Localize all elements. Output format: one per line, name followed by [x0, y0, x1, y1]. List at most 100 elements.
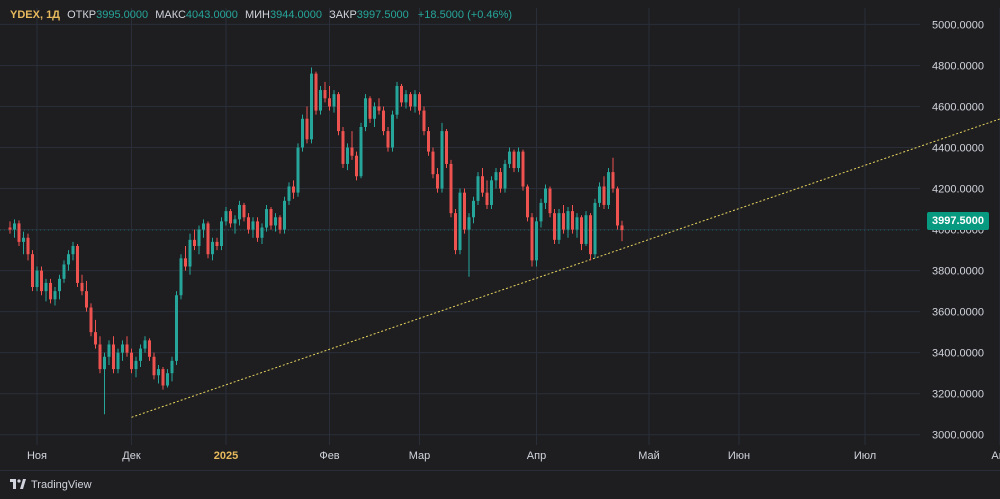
candle	[139, 344, 142, 367]
candle-body	[229, 211, 232, 223]
candle-body	[153, 357, 156, 375]
candle-body	[441, 131, 444, 188]
trendline-layer[interactable]	[0, 94, 1000, 417]
candle-body	[76, 246, 79, 283]
price-tick-label: 3600.0000	[932, 307, 984, 319]
candle-body	[270, 209, 273, 225]
symbol-label[interactable]: YDEX, 1Д	[10, 9, 60, 21]
candle	[333, 90, 336, 113]
candle	[297, 143, 300, 196]
candle-body	[18, 223, 21, 241]
candle	[315, 72, 318, 115]
candle-body	[387, 131, 390, 147]
trendline[interactable]	[132, 94, 1000, 417]
candle-body	[423, 111, 426, 132]
candle	[301, 115, 304, 152]
candle	[252, 217, 255, 238]
candle	[292, 180, 295, 198]
candles	[9, 67, 624, 414]
candle-body	[445, 131, 448, 164]
candle	[270, 207, 273, 230]
candle	[454, 209, 457, 254]
candle	[562, 205, 565, 234]
candle	[27, 234, 30, 261]
candle	[585, 211, 588, 246]
candle-body	[481, 176, 484, 192]
candle-body	[342, 131, 345, 164]
candle	[589, 213, 592, 260]
price-tick-label: 5000.0000	[932, 19, 984, 31]
candle-body	[337, 94, 340, 131]
candle-body	[544, 189, 547, 203]
candle	[112, 336, 115, 373]
candle-body	[409, 94, 412, 106]
candle-body	[99, 344, 102, 369]
candle	[355, 152, 358, 181]
close-label: ЗАКР	[329, 9, 357, 21]
candle	[490, 176, 493, 209]
candle-body	[382, 111, 385, 132]
candle-body	[49, 283, 52, 299]
candle-body	[369, 98, 372, 119]
candle	[522, 150, 525, 191]
candle-body	[306, 119, 309, 140]
candle	[67, 250, 70, 271]
candle	[279, 215, 282, 233]
candle-body	[175, 295, 178, 361]
candle	[504, 160, 507, 193]
candle	[414, 90, 417, 113]
candle-body	[265, 209, 268, 227]
candle-body	[148, 340, 151, 356]
candle	[18, 220, 21, 246]
candle-body	[580, 217, 583, 244]
candle-body	[279, 217, 282, 229]
candle	[495, 168, 498, 189]
candle	[207, 221, 210, 258]
candle-body	[211, 242, 214, 254]
brand-name: TradingView	[31, 479, 92, 491]
candle	[621, 221, 624, 241]
candle-body	[112, 344, 115, 369]
candle	[220, 217, 223, 250]
candle-body	[144, 340, 147, 348]
candle-body	[472, 201, 475, 217]
candle	[423, 106, 426, 135]
candle-body	[216, 242, 219, 246]
candle-body	[499, 172, 502, 188]
candle	[162, 367, 165, 390]
candle-body	[378, 106, 381, 110]
candle-body	[315, 74, 318, 111]
candle-body	[612, 172, 615, 188]
price-axis[interactable]: 3000.00003200.00003400.00003600.00003800…	[932, 19, 984, 441]
candle-body	[531, 217, 534, 260]
candle	[135, 357, 138, 378]
time-tick-label: Мар	[409, 450, 431, 462]
candle	[481, 168, 484, 197]
candle	[603, 176, 606, 209]
candle	[445, 129, 448, 168]
candle	[171, 357, 174, 382]
open-label: ОТКР	[67, 9, 96, 21]
candle	[517, 148, 520, 173]
high-value: 4043.0000	[186, 9, 238, 21]
candle-body	[405, 94, 408, 102]
candle-body	[274, 217, 277, 225]
time-axis[interactable]: НояДек2025ФевМарАпрМайИюнИюлАвг	[27, 450, 1000, 462]
candle	[157, 365, 160, 383]
change-value: +18.5000 (+0.46%)	[418, 9, 512, 21]
candle-body	[225, 211, 228, 221]
candle-body	[310, 74, 313, 140]
candle-body	[67, 254, 70, 264]
candle	[477, 172, 480, 205]
candle	[486, 180, 489, 209]
candle-body	[319, 90, 322, 111]
tradingview-brand[interactable]: TradingView	[10, 477, 92, 493]
candle-body	[301, 119, 304, 148]
candle-body	[130, 353, 133, 369]
candle	[337, 92, 340, 135]
candle-body	[364, 98, 367, 127]
candle	[63, 260, 66, 283]
candle	[571, 205, 574, 234]
candle	[432, 148, 435, 179]
